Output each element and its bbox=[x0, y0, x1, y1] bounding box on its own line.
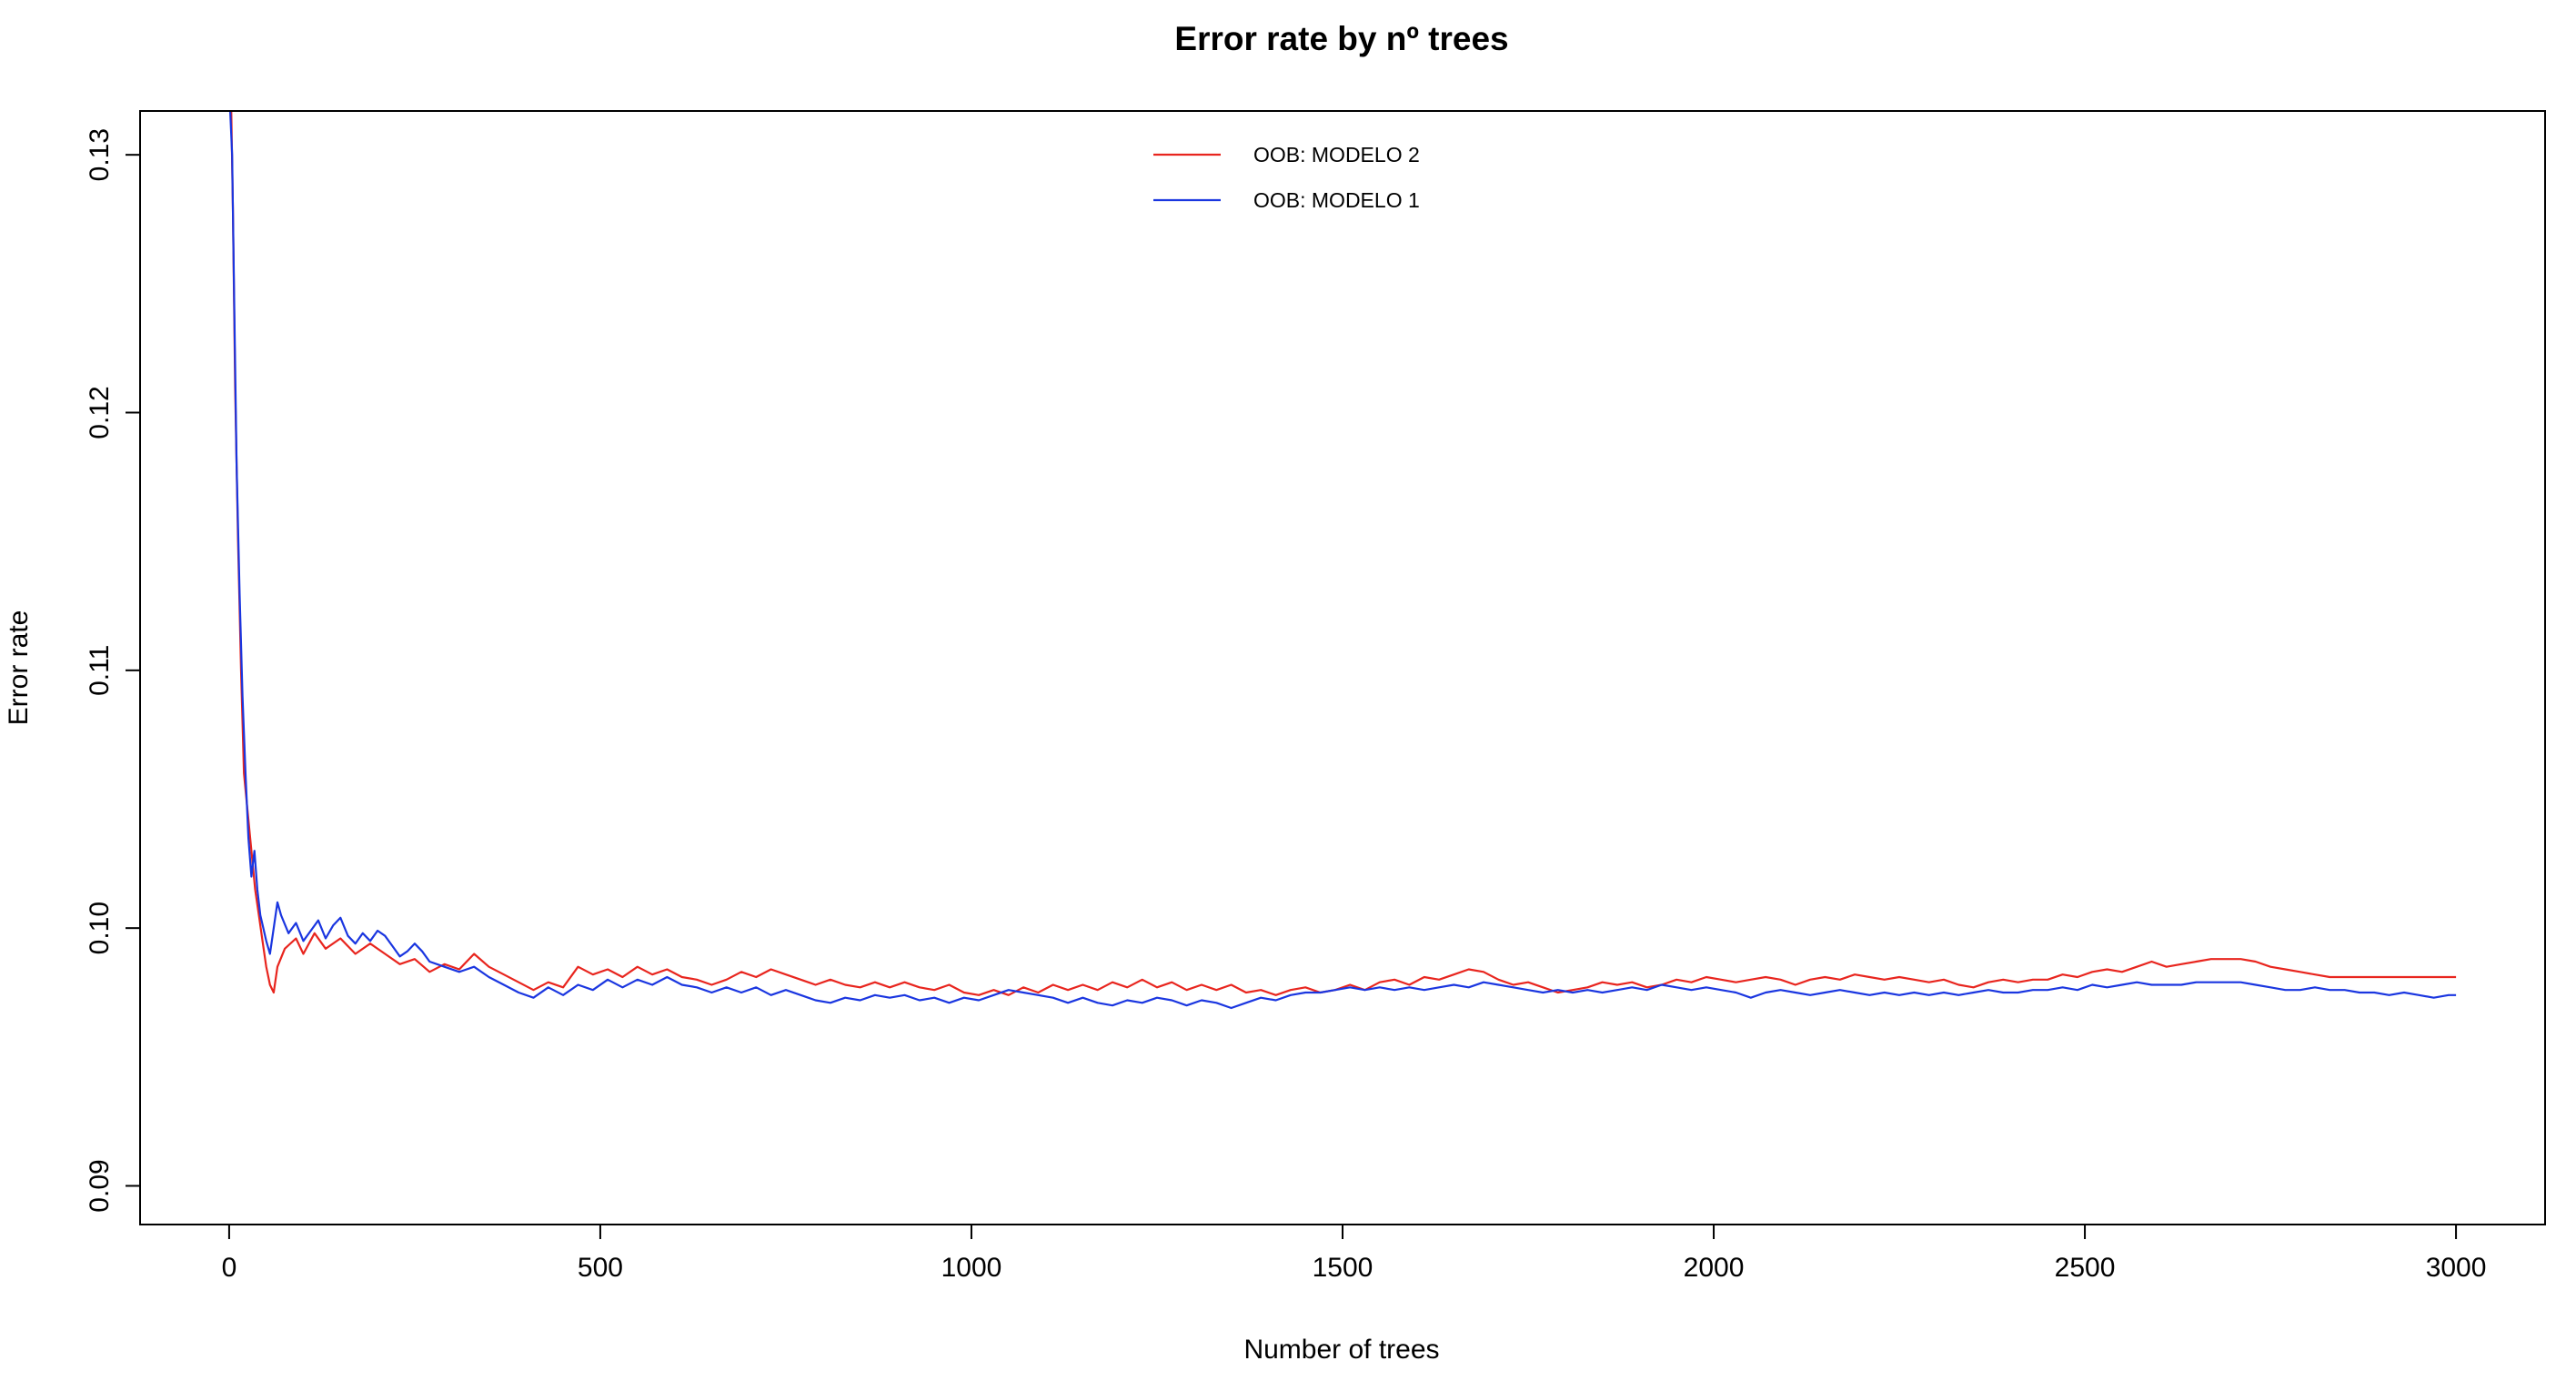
series-line-1 bbox=[230, 111, 2457, 996]
y-tick-label: 0.13 bbox=[85, 128, 115, 181]
plot-frame bbox=[139, 110, 2546, 1225]
x-tick-label: 1500 bbox=[1313, 1253, 1374, 1283]
x-tick-label: 3000 bbox=[2426, 1253, 2487, 1283]
chart-title: Error rate by nº trees bbox=[1174, 20, 1508, 57]
legend-label-2: OOB: MODELO 1 bbox=[1253, 188, 1420, 212]
x-tick-label: 500 bbox=[578, 1253, 623, 1283]
y-axis: 0.09 0.10 0.11 0.12 0.13 bbox=[85, 128, 141, 1213]
y-axis-label: Error rate bbox=[4, 610, 34, 726]
y-tick-label: 0.12 bbox=[85, 386, 115, 438]
x-tick-label: 1000 bbox=[941, 1253, 1002, 1283]
x-tick-label: 0 bbox=[222, 1253, 237, 1283]
y-tick-label: 0.09 bbox=[85, 1159, 115, 1212]
x-tick-label: 2000 bbox=[1684, 1253, 1745, 1283]
legend-label-1: OOB: MODELO 2 bbox=[1253, 143, 1420, 166]
x-axis: 0 500 1000 1500 2000 2500 3000 bbox=[222, 1224, 2487, 1283]
x-tick-label: 2500 bbox=[2055, 1253, 2116, 1283]
series-line-2 bbox=[228, 111, 2457, 1010]
legend: OOB: MODELO 2 OOB: MODELO 1 bbox=[1153, 143, 1420, 212]
x-axis-label: Number of trees bbox=[1243, 1335, 1439, 1365]
y-tick-label: 0.11 bbox=[85, 645, 115, 696]
y-tick-label: 0.10 bbox=[85, 902, 115, 954]
